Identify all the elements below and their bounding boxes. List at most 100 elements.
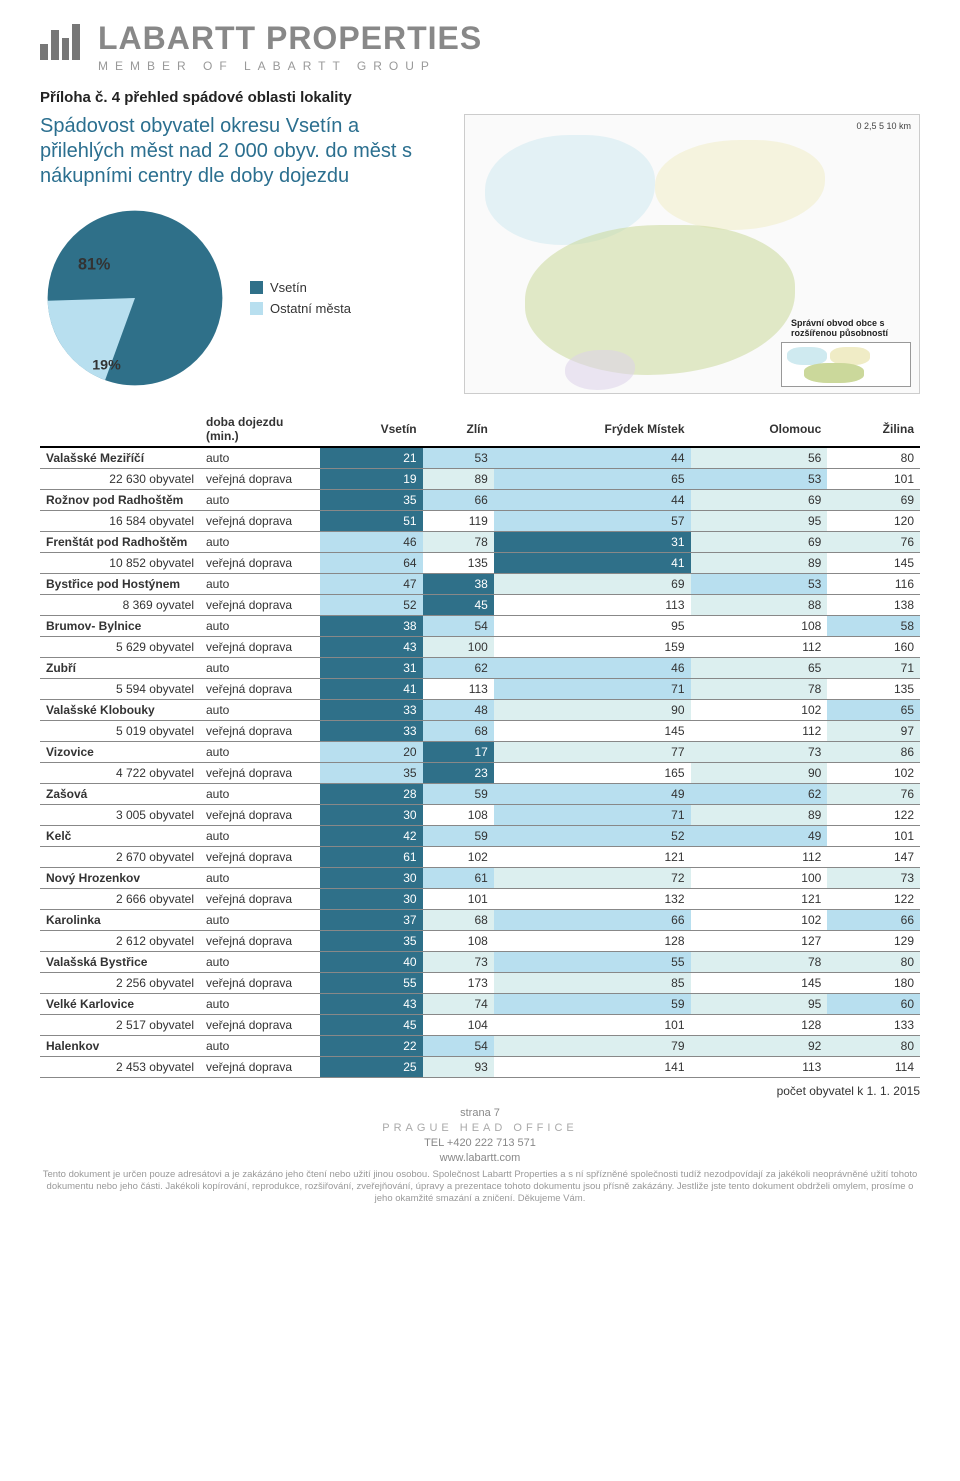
- data-cell: 138: [827, 595, 920, 616]
- table-row: Frenštát pod Radhoštěmauto4678316976: [40, 532, 920, 553]
- table-row: Halenkovauto2254799280: [40, 1036, 920, 1057]
- data-cell: 73: [691, 742, 828, 763]
- data-cell: 113: [423, 679, 494, 700]
- population-label: 22 630 obyvatel: [40, 469, 200, 490]
- data-cell: 135: [423, 553, 494, 574]
- footer-disclaimer: Tento dokument je určen pouze adresátovi…: [40, 1169, 920, 1205]
- region-map: 0 2,5 5 10 km Správní obvod obce s rozší…: [464, 114, 920, 394]
- data-cell: 23: [423, 763, 494, 784]
- data-cell: 95: [691, 511, 828, 532]
- table-row: Brumov- Bylniceauto38549510858: [40, 616, 920, 637]
- data-cell: 21: [320, 447, 423, 469]
- data-cell: 160: [827, 637, 920, 658]
- mode-label: veřejná doprava: [200, 847, 320, 868]
- population-label: 2 453 obyvatel: [40, 1057, 200, 1078]
- population-label: 8 369 oyvatel: [40, 595, 200, 616]
- data-cell: 46: [494, 658, 691, 679]
- data-cell: 41: [320, 679, 423, 700]
- data-cell: 145: [827, 553, 920, 574]
- mode-label: veřejná doprava: [200, 763, 320, 784]
- data-cell: 101: [827, 469, 920, 490]
- data-cell: 30: [320, 868, 423, 889]
- data-cell: 45: [320, 1015, 423, 1036]
- mode-label: veřejná doprava: [200, 637, 320, 658]
- data-cell: 35: [320, 931, 423, 952]
- data-cell: 135: [827, 679, 920, 700]
- data-cell: 73: [423, 952, 494, 973]
- data-cell: 62: [691, 784, 828, 805]
- population-label: 4 722 obyvatel: [40, 763, 200, 784]
- section-heading: Příloha č. 4 přehled spádové oblasti lok…: [40, 89, 920, 106]
- data-cell: 20: [320, 742, 423, 763]
- data-cell: 53: [691, 574, 828, 595]
- brand-title: LABARTT PROPERTIES: [98, 20, 920, 57]
- data-cell: 28: [320, 784, 423, 805]
- data-cell: 121: [691, 889, 828, 910]
- data-cell: 89: [423, 469, 494, 490]
- legend-swatch: [250, 281, 263, 294]
- data-cell: 54: [423, 616, 494, 637]
- col-zilina: Žilina: [827, 412, 920, 447]
- legend-item: Ostatní města: [250, 301, 351, 316]
- data-cell: 41: [494, 553, 691, 574]
- footer-tel: TEL +420 222 713 571: [40, 1136, 920, 1151]
- data-cell: 48: [423, 700, 494, 721]
- data-cell: 42: [320, 826, 423, 847]
- data-cell: 46: [320, 532, 423, 553]
- table-row: 16 584 obyvatelveřejná doprava5111957951…: [40, 511, 920, 532]
- pie-legend: Vsetín Ostatní města: [250, 280, 351, 316]
- data-cell: 35: [320, 490, 423, 511]
- data-cell: 89: [691, 805, 828, 826]
- data-cell: 74: [423, 994, 494, 1015]
- population-label: 2 612 obyvatel: [40, 931, 200, 952]
- data-cell: 66: [827, 910, 920, 931]
- mode-label: veřejná doprava: [200, 931, 320, 952]
- table-row: 2 453 obyvatelveřejná doprava25931411131…: [40, 1057, 920, 1078]
- data-cell: 69: [827, 490, 920, 511]
- data-cell: 78: [423, 532, 494, 553]
- data-cell: 49: [691, 826, 828, 847]
- data-cell: 90: [691, 763, 828, 784]
- data-cell: 145: [691, 973, 828, 994]
- data-cell: 71: [827, 658, 920, 679]
- mode-label: veřejná doprava: [200, 721, 320, 742]
- data-cell: 141: [494, 1057, 691, 1078]
- mode-label: auto: [200, 826, 320, 847]
- city-name: Velké Karlovice: [40, 994, 200, 1015]
- table-row: Bystřice pod Hostýnemauto47386953116: [40, 574, 920, 595]
- data-cell: 31: [320, 658, 423, 679]
- city-name: Vizovice: [40, 742, 200, 763]
- data-cell: 65: [827, 700, 920, 721]
- table-row: Valašská Bystřiceauto4073557880: [40, 952, 920, 973]
- mode-label: veřejná doprava: [200, 1015, 320, 1036]
- data-cell: 101: [423, 889, 494, 910]
- table-row: Velké Karloviceauto4374599560: [40, 994, 920, 1015]
- data-cell: 66: [494, 910, 691, 931]
- city-name: Kelč: [40, 826, 200, 847]
- table-row: 2 612 obyvatelveřejná doprava35108128127…: [40, 931, 920, 952]
- data-cell: 102: [827, 763, 920, 784]
- data-cell: 122: [827, 805, 920, 826]
- data-cell: 52: [494, 826, 691, 847]
- data-cell: 69: [691, 490, 828, 511]
- data-cell: 113: [494, 595, 691, 616]
- data-cell: 133: [827, 1015, 920, 1036]
- table-row: 5 629 obyvatelveřejná doprava43100159112…: [40, 637, 920, 658]
- data-cell: 71: [494, 805, 691, 826]
- data-cell: 71: [494, 679, 691, 700]
- data-cell: 61: [320, 847, 423, 868]
- data-cell: 37: [320, 910, 423, 931]
- data-cell: 121: [494, 847, 691, 868]
- data-cell: 78: [691, 679, 828, 700]
- data-cell: 38: [320, 616, 423, 637]
- legend-label: Ostatní města: [270, 301, 351, 316]
- travel-time-table: doba dojezdu (min.) Vsetín Zlín Frýdek M…: [40, 412, 920, 1078]
- data-cell: 55: [320, 973, 423, 994]
- page-number: strana 7: [40, 1106, 920, 1121]
- data-cell: 85: [494, 973, 691, 994]
- legend-label: Vsetín: [270, 280, 307, 295]
- data-cell: 113: [691, 1057, 828, 1078]
- data-cell: 68: [423, 910, 494, 931]
- population-label: 2 670 obyvatel: [40, 847, 200, 868]
- data-cell: 72: [494, 868, 691, 889]
